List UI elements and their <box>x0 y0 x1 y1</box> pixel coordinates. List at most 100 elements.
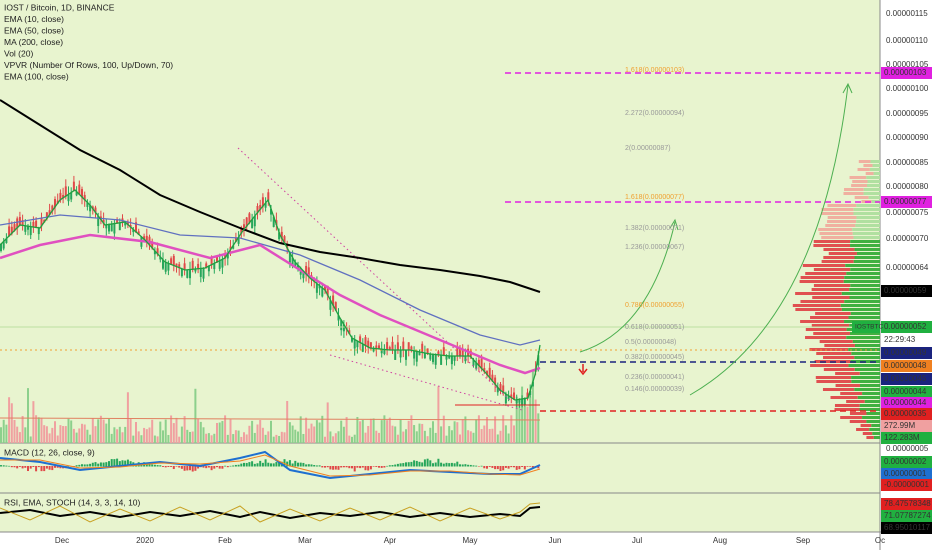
price-badge-label: 0.00000044 <box>884 387 927 396</box>
candle-body <box>59 192 62 201</box>
macd-histogram <box>521 466 524 467</box>
volume-profile-bar <box>855 224 880 227</box>
volume-bar <box>67 418 70 443</box>
macd-histogram <box>334 466 337 470</box>
ema-100 <box>0 233 541 375</box>
volume-bar <box>342 426 345 443</box>
volume-bar <box>145 429 148 443</box>
candle-body <box>167 263 170 271</box>
macd-histogram <box>434 462 437 467</box>
volume-profile-bar <box>864 400 880 403</box>
volume-bar <box>240 436 243 443</box>
candle-body <box>35 220 38 228</box>
labels: IOST / Bitcoin, 1D, BINANCE EMA (10, clos… <box>4 2 932 545</box>
macd-histogram <box>94 462 97 467</box>
candle-body <box>488 367 491 379</box>
volume-bar <box>288 422 291 443</box>
macd-histogram <box>461 464 464 467</box>
volume-bar <box>453 421 456 443</box>
volume-bar <box>5 424 8 443</box>
legend-entry: IOST / Bitcoin, 1D, BINANCE <box>4 2 115 12</box>
candle-body <box>248 213 251 224</box>
volume-bar <box>523 406 526 443</box>
volume-bar <box>137 431 140 443</box>
volume-bar <box>75 432 78 443</box>
volume-profile-bar <box>856 428 870 431</box>
candle-body <box>183 263 186 271</box>
macd-histogram <box>86 464 89 467</box>
volume-profile-bar <box>825 224 856 227</box>
candle-body <box>113 223 116 234</box>
volume-profile-bar <box>872 164 880 167</box>
macd-histogram <box>129 461 132 467</box>
volume-bar <box>164 419 167 443</box>
volume-bar <box>267 431 270 443</box>
candle-body <box>89 205 92 212</box>
volume-profile-bar <box>834 404 860 407</box>
macd-histogram <box>321 466 324 468</box>
volume-bar <box>78 428 81 443</box>
candle-body <box>110 223 113 232</box>
ema-10 <box>0 189 541 401</box>
candle-body <box>62 194 65 199</box>
macd-histogram <box>367 466 370 471</box>
volume-profile-bar <box>866 436 874 439</box>
candle-body <box>40 218 43 227</box>
candle-body <box>375 345 378 350</box>
volume-bar <box>450 430 453 443</box>
volume-bar <box>140 435 143 443</box>
macd-histogram <box>526 466 529 467</box>
volume-profile-bar <box>858 160 871 163</box>
candle-body <box>264 202 267 208</box>
candle-body <box>243 224 245 230</box>
macd-histogram <box>21 466 24 469</box>
volume-bar <box>256 424 259 443</box>
candle-body <box>510 394 513 399</box>
volume-bar <box>83 424 86 443</box>
macd-badge <box>881 479 932 491</box>
volume-profile-bar <box>849 288 880 291</box>
projection-arrow <box>689 84 849 396</box>
macd-histogram <box>531 466 534 468</box>
macd-histogram <box>310 464 313 467</box>
macd-histogram <box>450 462 453 467</box>
volume-bar <box>467 430 470 443</box>
candle-body <box>405 350 407 360</box>
candle-body <box>2 241 5 249</box>
volume-bar <box>291 425 294 443</box>
price-badge <box>881 360 932 372</box>
macd-histogram <box>483 466 486 469</box>
volume-bar <box>124 426 127 443</box>
candle-body <box>440 355 443 365</box>
volume-profile-bar <box>856 204 880 207</box>
volume-bar <box>162 430 164 443</box>
volume-bar <box>448 426 451 443</box>
candle-body <box>221 259 224 268</box>
fib-label: 0.5(0.00000048) <box>625 339 676 346</box>
volume-bar <box>151 419 154 443</box>
candle-body <box>229 246 232 251</box>
price-badge-label: 0.00000077 <box>884 197 927 206</box>
macd-histogram <box>369 466 372 470</box>
candle-body <box>207 266 210 272</box>
macd-histogram <box>510 466 513 468</box>
candle-body <box>307 267 310 278</box>
candle-body <box>413 350 416 359</box>
volume-bar <box>159 421 162 443</box>
volume-bar <box>70 420 73 443</box>
volume-bar <box>86 429 89 443</box>
macd-histogram <box>178 466 181 468</box>
candle-body <box>437 351 440 356</box>
macd-histogram <box>156 465 159 467</box>
volume-profile-bar <box>835 384 861 387</box>
candle-body <box>326 285 329 296</box>
fib-label: 1.382(0.00000071) <box>625 225 684 232</box>
volume-bar <box>202 427 205 443</box>
rsi-badge <box>881 522 932 534</box>
volume-profile-bar <box>845 264 880 267</box>
volume-ma <box>0 417 541 421</box>
volume-bar <box>456 422 459 443</box>
macd-histogram <box>361 466 364 468</box>
macd-histogram <box>172 466 175 470</box>
macd-histogram <box>329 466 332 470</box>
